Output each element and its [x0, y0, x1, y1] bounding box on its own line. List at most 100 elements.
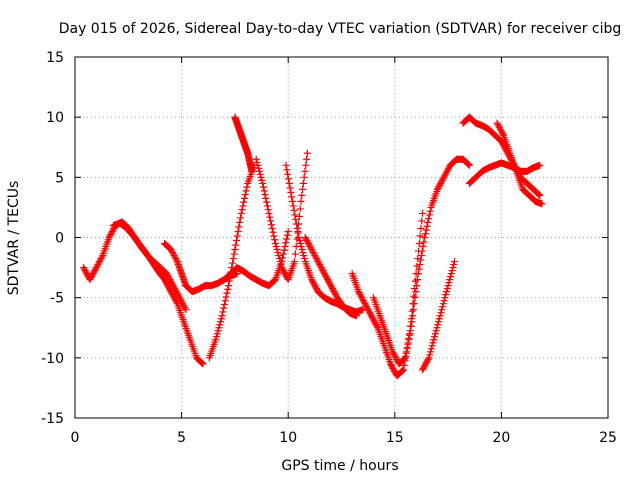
data-point-fill	[369, 315, 377, 323]
data-point	[367, 312, 375, 320]
x-tick-label: 20	[492, 430, 510, 446]
data-point	[225, 282, 233, 290]
data-point-fill	[222, 293, 230, 301]
data-point-fill	[283, 231, 291, 239]
data-point-fill	[180, 303, 188, 311]
data-point-fill	[235, 223, 243, 231]
data-point-fill	[399, 367, 407, 375]
chart-title: Day 015 of 2026, Sidereal Day-to-day VTE…	[59, 21, 622, 37]
data-point	[352, 312, 360, 320]
data-point-fill	[307, 244, 315, 252]
data-point-fill	[262, 194, 270, 202]
data-point	[92, 264, 100, 272]
data-point-fill	[390, 351, 398, 359]
data-point-fill	[213, 333, 221, 341]
grid-lines	[75, 57, 608, 418]
data-point-fill	[370, 316, 378, 324]
data-point-fill	[415, 265, 423, 273]
data-point-fill	[464, 160, 472, 168]
data-point-fill	[499, 130, 507, 138]
data-point-fill	[243, 183, 251, 191]
data-point-fill	[271, 276, 279, 284]
data-point-fill	[301, 167, 309, 175]
data-point-fill	[283, 235, 291, 243]
data-point-fill	[389, 349, 397, 357]
data-point	[308, 246, 316, 254]
data-point-fill	[311, 252, 319, 260]
data-point-fill	[424, 218, 432, 226]
data-point	[252, 155, 260, 163]
data-point-fill	[163, 271, 171, 279]
data-point	[278, 264, 286, 272]
series-track-6	[220, 227, 292, 290]
data-point-fill	[309, 279, 317, 287]
data-point-fill	[440, 297, 448, 305]
data-point-fill	[322, 273, 330, 281]
data-point-fill	[329, 286, 337, 294]
data-point	[387, 360, 395, 368]
data-point-fill	[293, 224, 301, 232]
data-point-fill	[431, 333, 439, 341]
data-point-fill	[325, 279, 333, 287]
data-point-fill	[406, 327, 414, 335]
data-point	[80, 264, 88, 272]
data-point-fill	[256, 170, 264, 178]
y-tick-label: -15	[41, 411, 64, 427]
data-point	[444, 282, 452, 290]
data-point-fill	[417, 252, 425, 260]
data-point-fill	[441, 170, 449, 178]
data-point-fill	[372, 321, 380, 329]
data-point-fill	[366, 309, 374, 317]
data-point-fill	[288, 193, 296, 201]
data-point-fill	[219, 308, 227, 316]
data-point	[86, 276, 94, 284]
data-point-fill	[421, 230, 429, 238]
axis-ticks	[74, 56, 609, 419]
series-track-10	[348, 209, 427, 380]
data-point-fill	[215, 324, 223, 332]
data-point-fill	[238, 206, 246, 214]
data-point-fill	[171, 253, 179, 261]
data-point-fill	[303, 155, 311, 163]
data-point-fill	[91, 267, 99, 275]
data-point-fill	[425, 211, 433, 219]
data-point-fill	[165, 285, 173, 293]
data-point	[355, 288, 363, 296]
data-point-fill	[441, 294, 449, 302]
data-point-fill	[312, 283, 320, 291]
data-point-fill	[310, 250, 318, 258]
data-point-fill	[306, 243, 314, 251]
data-point-fill	[169, 249, 177, 257]
data-point-fill	[427, 348, 435, 356]
data-point-fill	[391, 352, 399, 360]
data-point-fill	[496, 125, 504, 133]
data-point-fill	[107, 230, 115, 238]
data-point-fill	[416, 232, 424, 240]
data-point-fill	[98, 253, 106, 261]
data-point-fill	[409, 312, 417, 320]
data-point-fill	[413, 282, 421, 290]
data-point-fill	[280, 246, 288, 254]
data-point-fill	[435, 318, 443, 326]
data-point-fill	[446, 273, 454, 281]
data-point-fill	[443, 167, 451, 175]
plot-frame	[74, 56, 609, 419]
data-point-fill	[465, 161, 473, 169]
data-point-fill	[291, 211, 299, 219]
data-point-fill	[298, 246, 306, 254]
data-point-fill	[88, 273, 96, 281]
data-point-fill	[299, 185, 307, 193]
data-point-fill	[400, 355, 408, 363]
data-point	[284, 227, 292, 235]
data-point-fill	[535, 191, 543, 199]
data-point-fill	[434, 321, 442, 329]
y-tick-label: 15	[46, 50, 64, 66]
data-point-fill	[371, 318, 379, 326]
data-point-fill	[422, 360, 430, 368]
data-point-fill	[364, 306, 372, 314]
data-point-fill	[168, 289, 176, 297]
data-point-fill	[161, 277, 169, 285]
data-point	[399, 366, 407, 374]
data-point-fill	[362, 301, 370, 309]
data-point-fill	[297, 243, 305, 251]
